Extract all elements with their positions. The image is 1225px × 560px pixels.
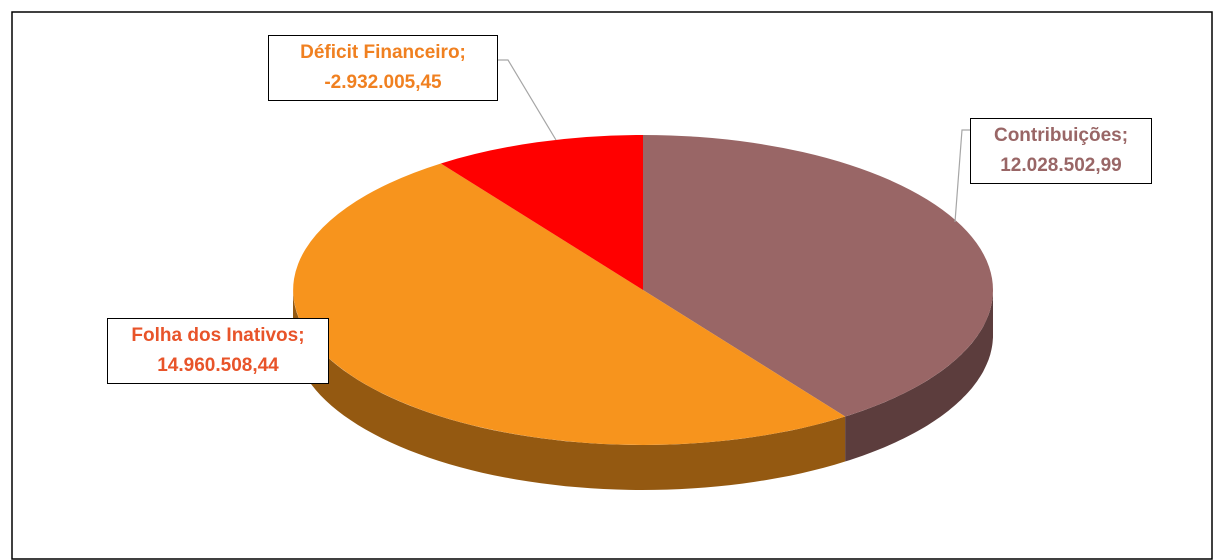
label-line: Contribuições; bbox=[977, 121, 1145, 151]
slice bbox=[293, 163, 846, 445]
label-value: 12.028.502,99 bbox=[1000, 155, 1122, 176]
label-value: -2.932.005,45 bbox=[324, 72, 442, 93]
label-separator: ; bbox=[298, 325, 305, 346]
label-category: Contribuições bbox=[993, 125, 1122, 146]
label-line: Déficit Financeiro; bbox=[275, 38, 491, 68]
slice bbox=[440, 135, 643, 290]
label-value: 14.960.508,44 bbox=[157, 355, 279, 376]
label-separator: ; bbox=[1121, 125, 1129, 146]
label-category: Folha dos Inativos bbox=[131, 325, 299, 346]
data-label: Déficit Financeiro; -2.932.005,45 bbox=[268, 35, 498, 101]
leader-line bbox=[498, 59, 557, 141]
label-category: Déficit Financeiro bbox=[300, 42, 460, 63]
data-label: Folha dos Inativos; 14.960.508,44 bbox=[107, 318, 329, 384]
leader-line bbox=[954, 129, 970, 223]
label-separator: ; bbox=[459, 42, 466, 63]
data-label: Contribuições; 12.028.502,99 bbox=[970, 118, 1152, 184]
slice-side bbox=[845, 290, 993, 462]
label-line: Folha dos Inativos; bbox=[114, 321, 322, 351]
slice-side bbox=[293, 290, 846, 490]
slice bbox=[643, 135, 993, 417]
